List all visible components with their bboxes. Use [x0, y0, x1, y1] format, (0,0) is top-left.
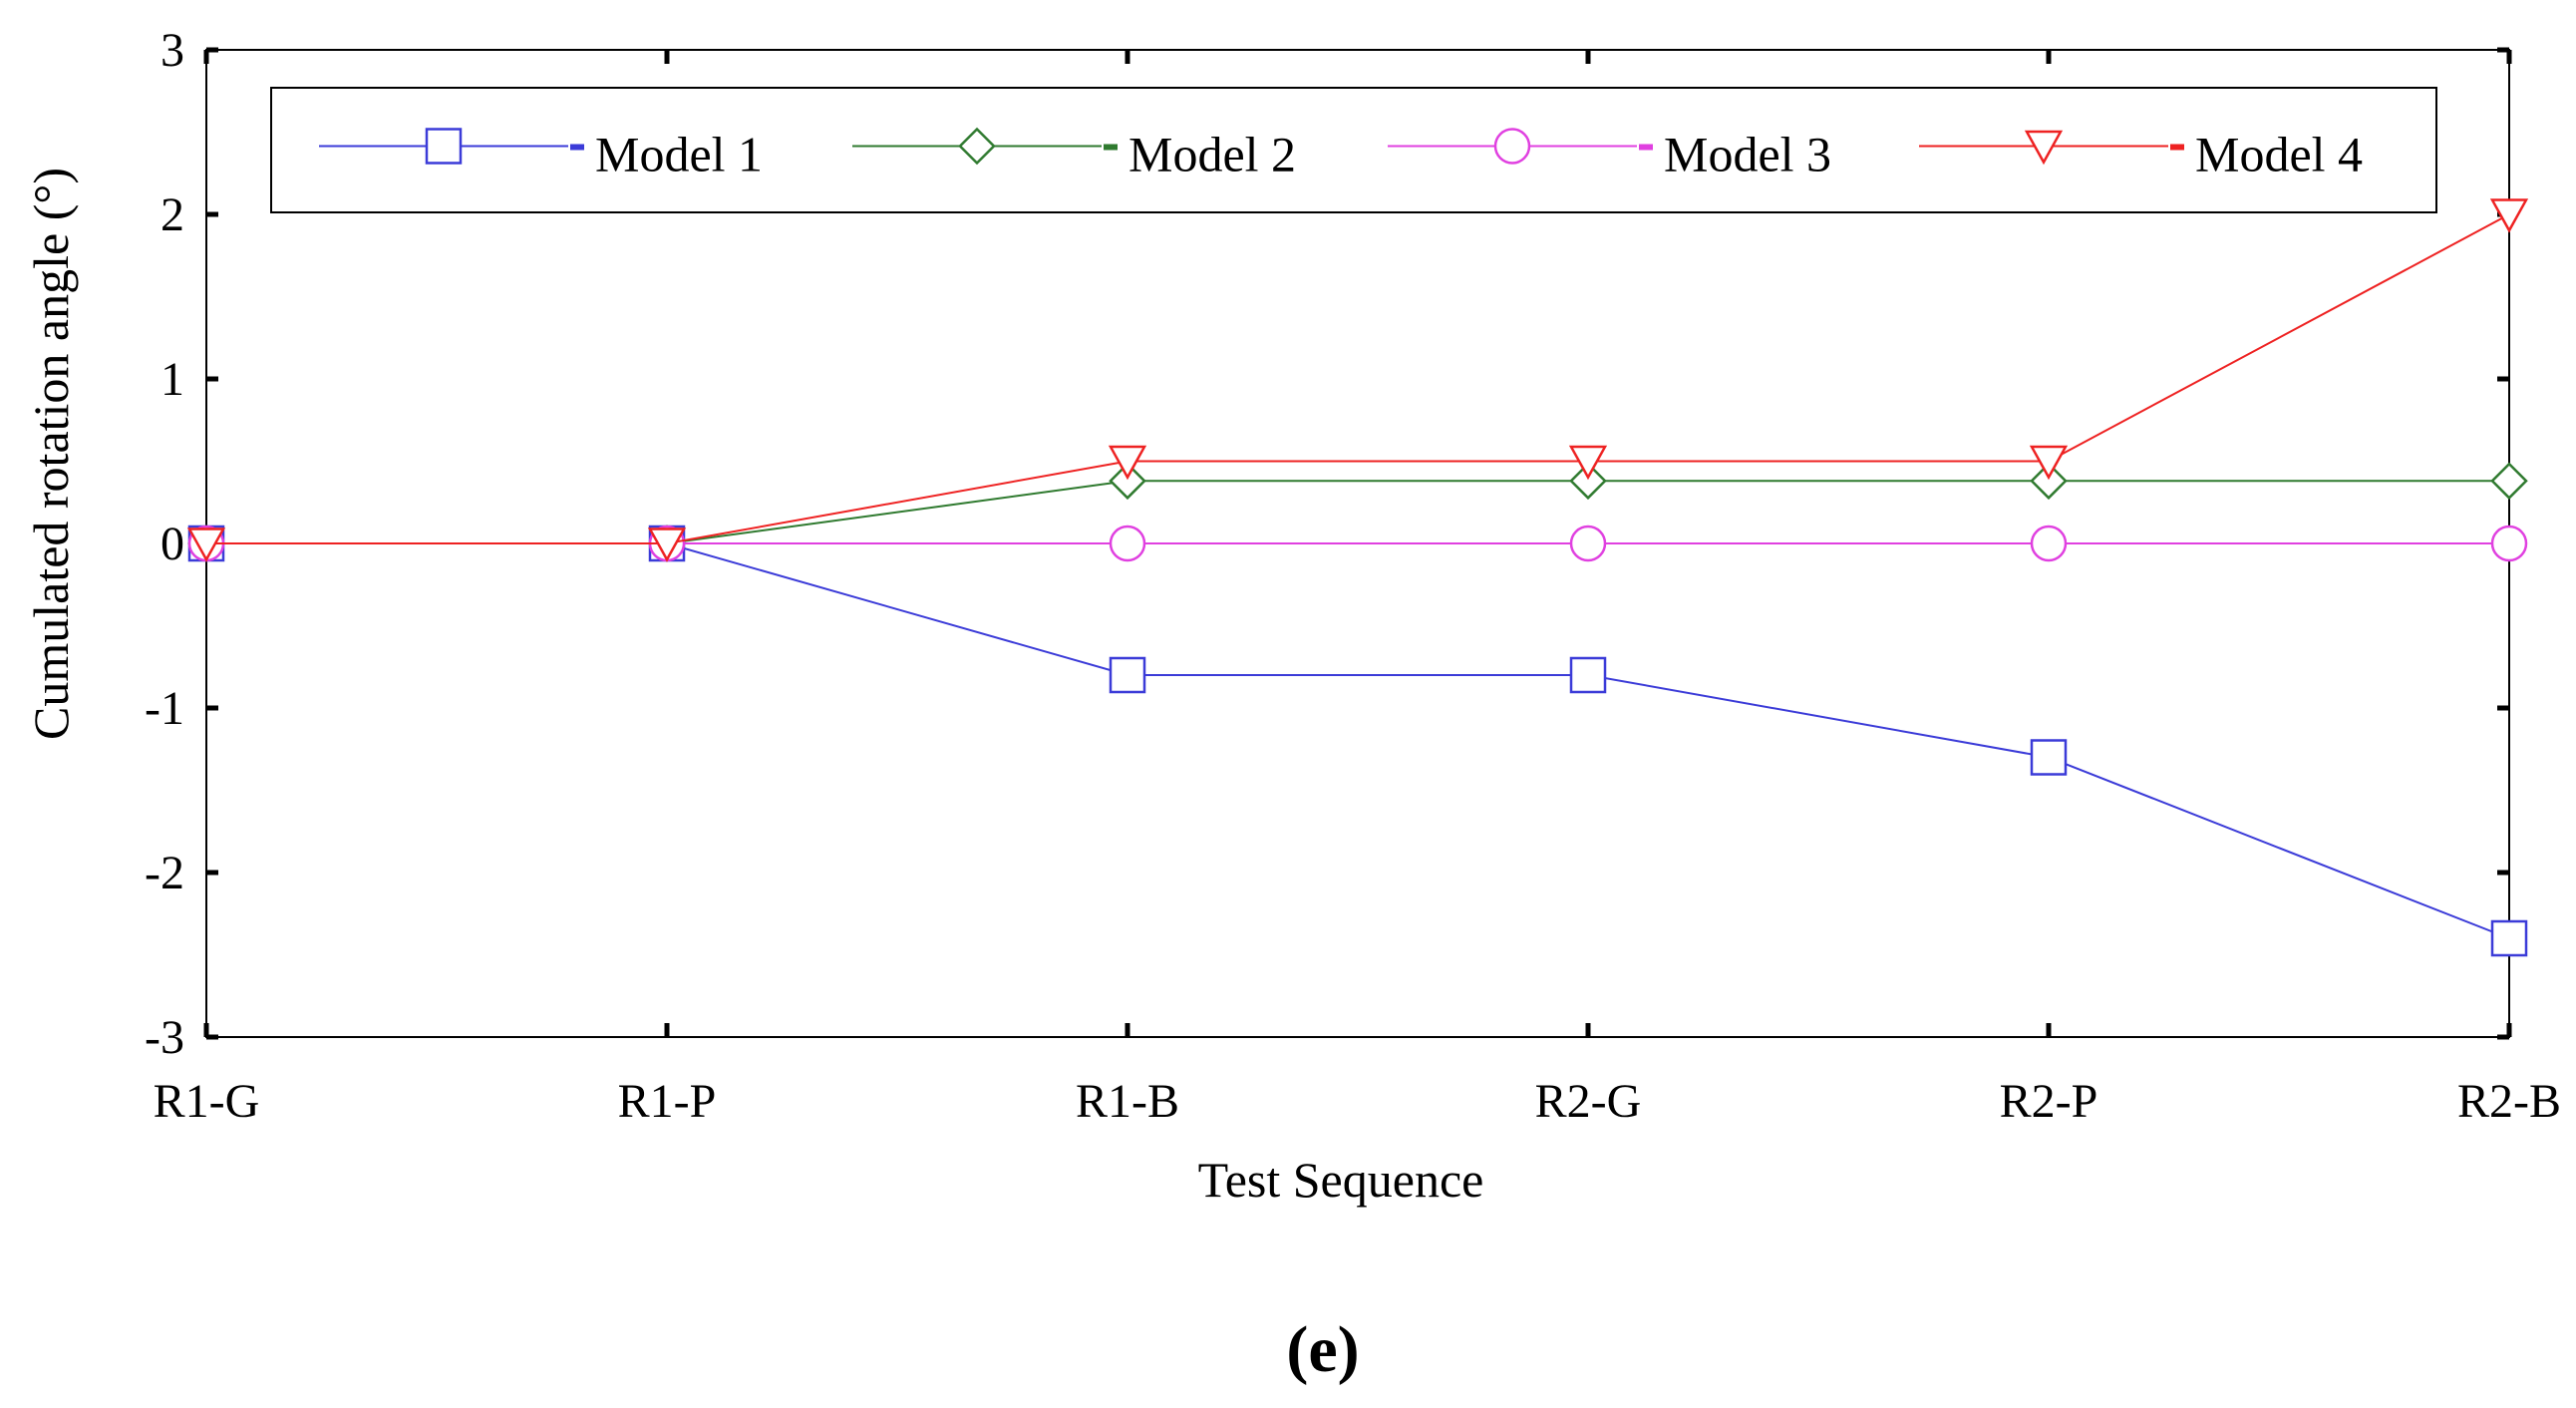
data-point [1569, 656, 1607, 694]
data-point [647, 528, 687, 562]
series-model-4 [186, 198, 2529, 562]
series-line [206, 213, 2510, 544]
legend-label: Model 3 [1664, 127, 1831, 182]
y-axis-ticks: 3 2 1 0 -1 -2 -3 [145, 24, 2509, 1064]
legend-box [270, 87, 2437, 213]
y-axis-label: Cumulated rotation angle (°) [23, 168, 79, 740]
legend-entry: Model 4 [1919, 127, 2363, 182]
legend-entry: Model 3 [1388, 127, 1831, 182]
legend-marker [425, 128, 463, 165]
series-line [206, 542, 2510, 939]
legend-swatch-end [2170, 144, 2184, 151]
legend-marker [1493, 128, 1531, 165]
legend-label: Model 4 [2195, 127, 2363, 182]
x-axis-ticks: R1-G R1-P R1-B R2-G R2-P R2-B [154, 50, 2561, 1128]
data-point [186, 528, 226, 562]
data-point [1569, 462, 1607, 501]
data-point [2490, 919, 2528, 957]
y-tick-label: 2 [161, 188, 184, 241]
y-tick-label: 0 [161, 518, 184, 570]
legend-entry: Model 1 [319, 127, 763, 182]
legend-swatch-end [1639, 144, 1653, 151]
x-axis-label: Test Sequence [1198, 1152, 1484, 1208]
series-model-1 [187, 525, 2528, 957]
legend-swatch-end [570, 144, 584, 151]
x-tick-label: R1-G [154, 1075, 260, 1128]
x-tick-label: R1-P [618, 1075, 717, 1128]
data-point [1568, 445, 1608, 481]
x-tick-label: R1-B [1076, 1075, 1179, 1128]
y-tick-label: -3 [145, 1011, 184, 1064]
legend-marker [958, 127, 996, 166]
data-point [1109, 525, 1146, 562]
data-point [2030, 739, 2068, 776]
data-point [1569, 525, 1607, 562]
legend-marker [2024, 130, 2064, 166]
data-point [2490, 525, 2528, 562]
data-point [1109, 656, 1146, 694]
data-point [2489, 198, 2529, 233]
y-tick-label: 3 [161, 24, 184, 77]
data-point [1108, 445, 1147, 481]
data-point [2029, 445, 2069, 481]
x-tick-label: R2-P [2000, 1075, 2098, 1128]
data-point [2030, 462, 2068, 501]
x-tick-label: R2-B [2457, 1075, 2561, 1128]
legend-entry: Model 2 [852, 127, 1296, 182]
series-line [206, 480, 2509, 544]
y-tick-label: -1 [145, 682, 184, 735]
series-model-2 [187, 462, 2528, 562]
y-tick-label: 1 [161, 353, 184, 406]
legend: Model 1 Model 2 Model 3 Model 4 [270, 87, 2437, 213]
legend-label: Model 1 [595, 127, 763, 182]
data-point [2490, 462, 2528, 501]
legend-swatch-end [1104, 144, 1118, 151]
figure-caption: (e) [1286, 1313, 1359, 1386]
x-tick-label: R2-G [1535, 1075, 1642, 1128]
series-layer [186, 198, 2529, 957]
legend-label: Model 2 [1128, 127, 1296, 182]
data-point [2030, 525, 2068, 562]
data-point [1109, 462, 1146, 501]
y-tick-label: -2 [145, 847, 184, 899]
